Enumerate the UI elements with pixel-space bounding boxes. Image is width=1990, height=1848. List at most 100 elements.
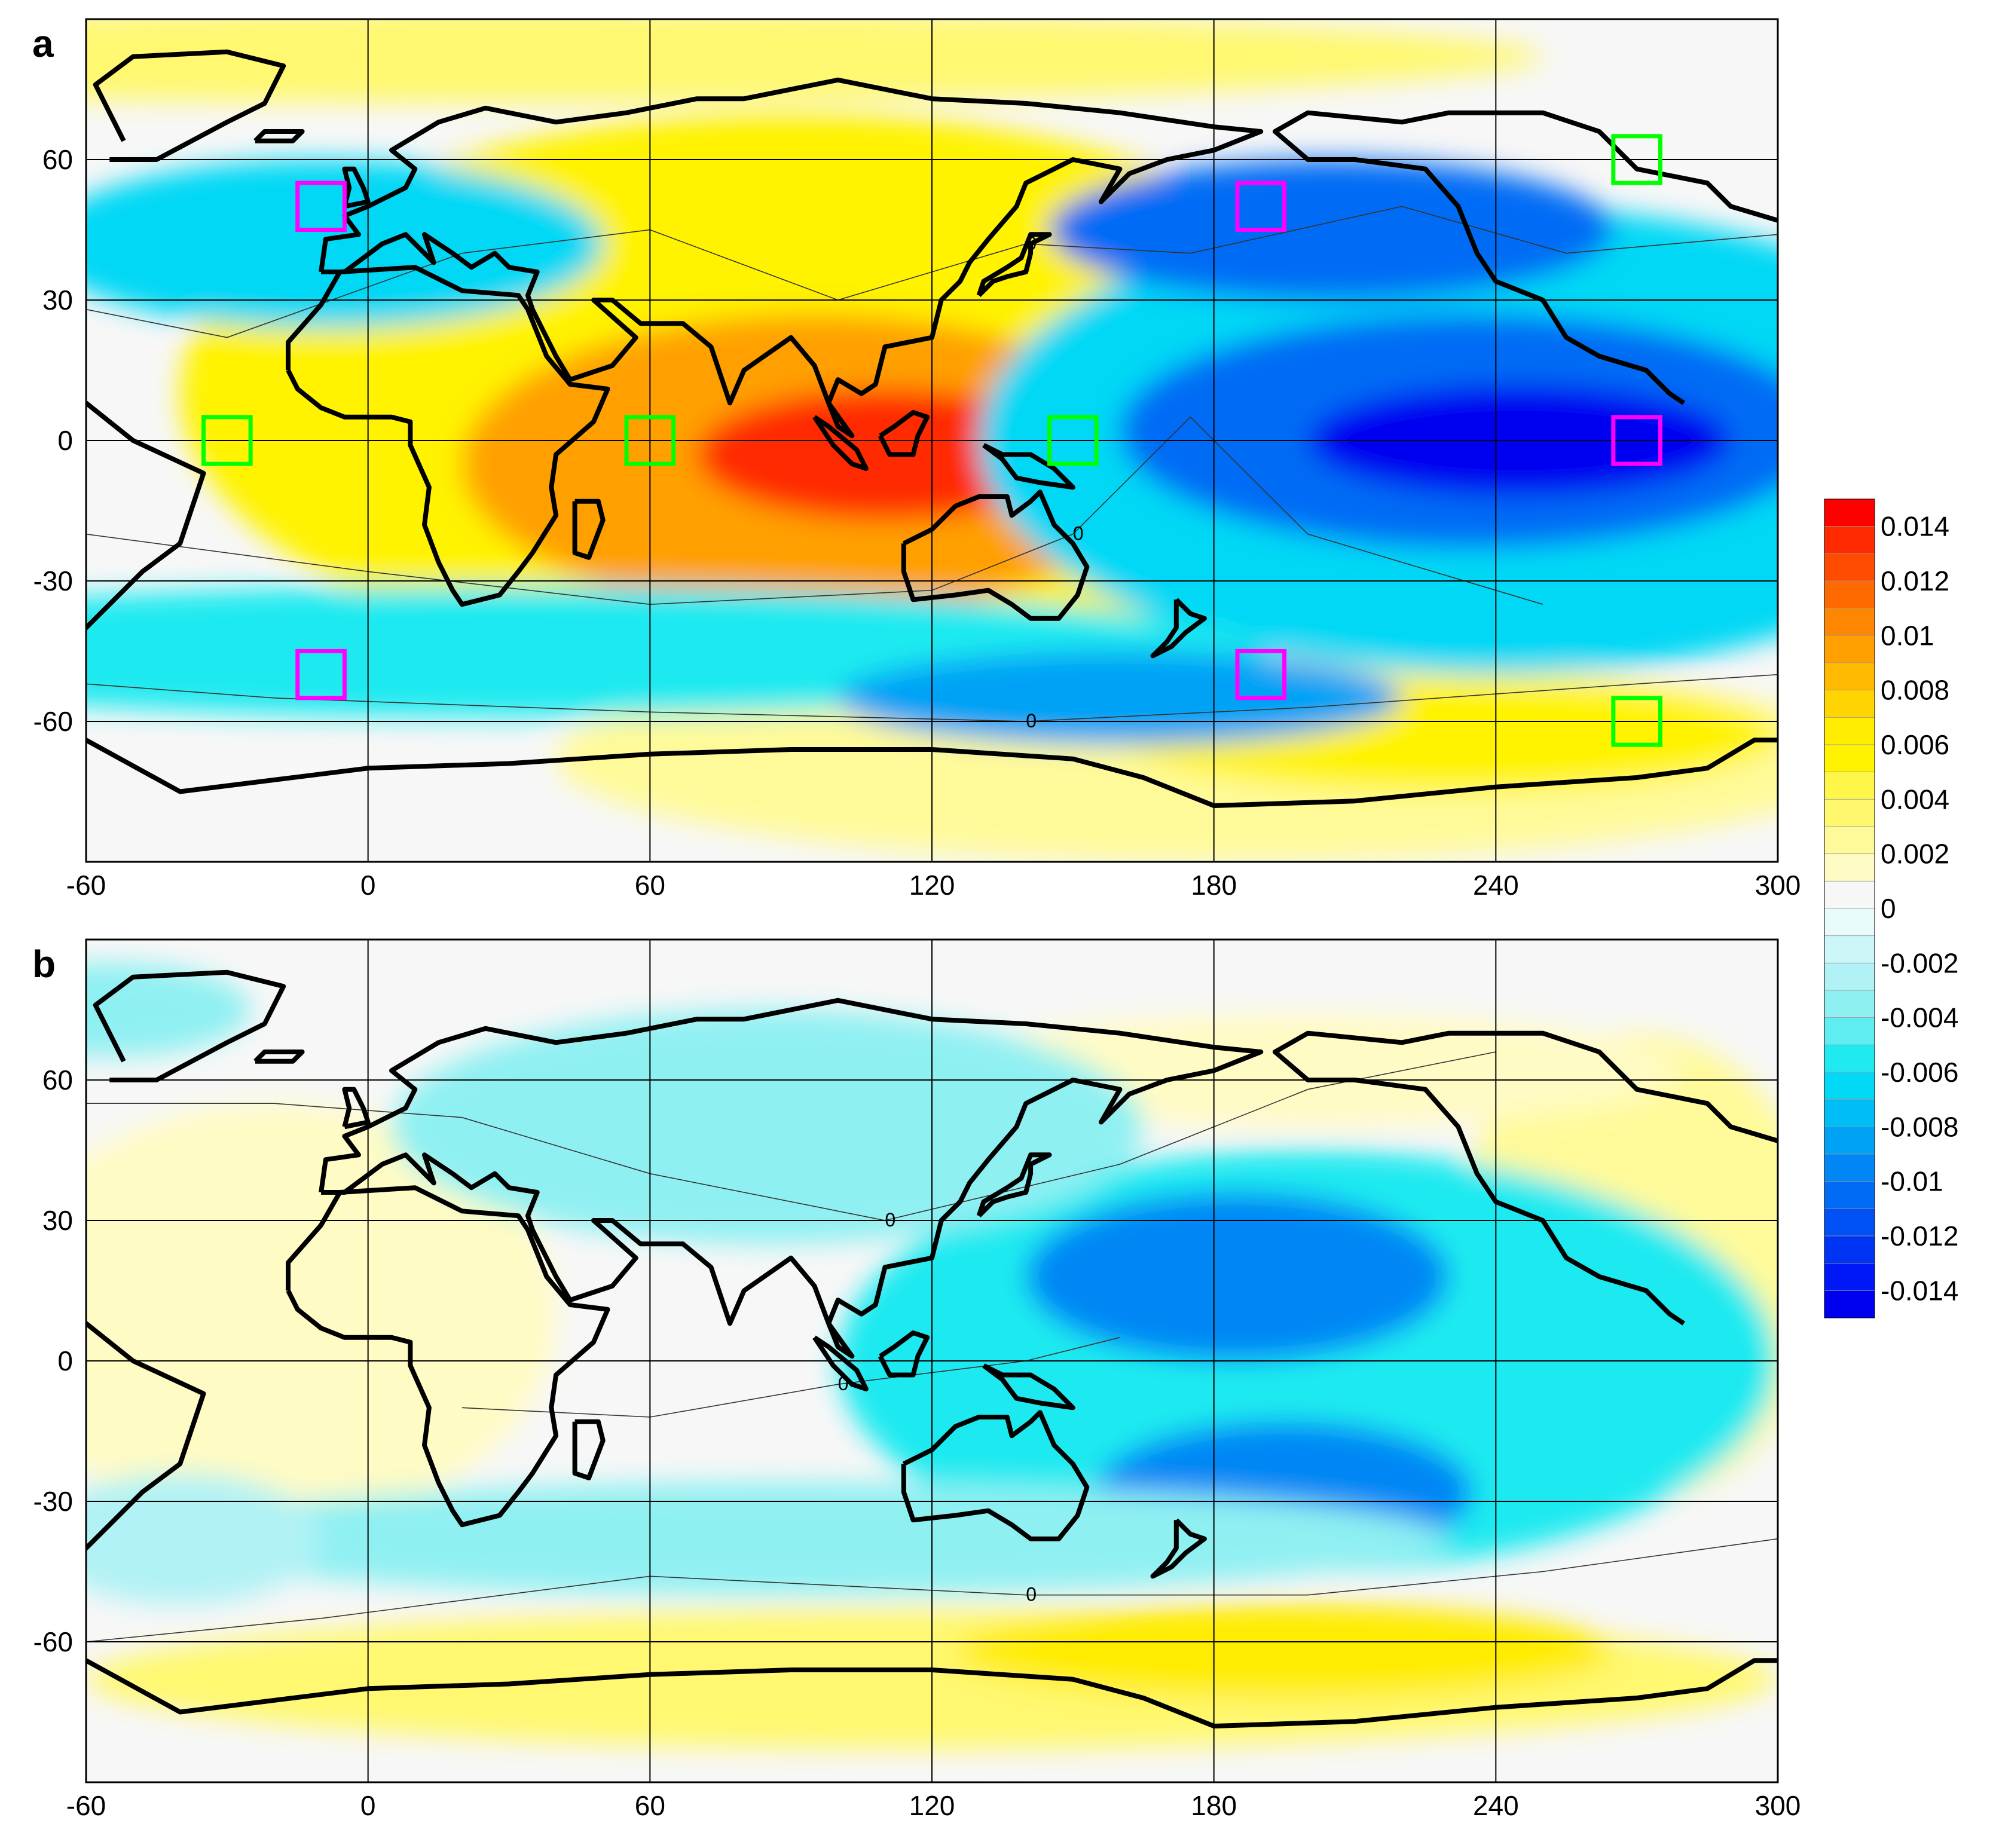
colorbar-label: 0.01 (1881, 620, 1934, 651)
colorbar-swatch-27 (1824, 1235, 1875, 1264)
region-box-3 (295, 649, 347, 700)
panel-a-frame (85, 18, 1779, 863)
colorbar-swatch-19 (1824, 1017, 1875, 1045)
colorbar-swatch-6 (1824, 662, 1875, 691)
colorbar-swatch-5 (1824, 635, 1875, 663)
zero-contour-0 (86, 1051, 1496, 1221)
colorbar-swatch-18 (1824, 990, 1875, 1018)
panel-a-label: a (32, 22, 54, 65)
colorbar-swatch-25 (1824, 1181, 1875, 1209)
y-tick-label: 30 (42, 1205, 73, 1236)
colorbar-swatch-20 (1824, 1044, 1875, 1073)
colorbar-swatch-12 (1824, 826, 1875, 855)
panel-b-x-axis: -60 0 60 120 180 240 300 (66, 1790, 1801, 1821)
panel-a-gridlines (86, 19, 1778, 862)
coastline-sumatra (812, 1335, 869, 1391)
panel-b-zero-contours: 000 (86, 1051, 1778, 1642)
anomaly-patch-6 (1026, 1192, 1449, 1361)
coastline-australia (901, 489, 1090, 621)
colorbar-swatch-4 (1824, 608, 1875, 636)
x-tick-label: -60 (66, 870, 106, 901)
colorbar-label: -0.014 (1881, 1275, 1958, 1306)
region-box-0 (295, 180, 347, 232)
coastline-madagascar (572, 1419, 606, 1480)
coastline-eurasia (319, 998, 1264, 1359)
x-tick-label: 180 (1191, 870, 1237, 901)
colorbar-label: 0.006 (1881, 729, 1949, 760)
y-tick-label: 60 (42, 1064, 73, 1096)
anomaly-patch-8 (391, 1009, 1144, 1244)
region-box-4 (1235, 649, 1287, 700)
zero-contour-2 (86, 1538, 1778, 1642)
colorbar-swatch-23 (1824, 1126, 1875, 1155)
colorbar-swatch-15 (1824, 908, 1875, 937)
y-tick-label: -60 (33, 1626, 73, 1657)
colorbar-swatches (1824, 498, 1875, 1318)
panel-b-gridlines (86, 940, 1778, 1782)
panel-b-label: b (32, 943, 56, 986)
coastline-greenland (93, 49, 286, 162)
anomaly-patch-5 (86, 19, 1543, 103)
x-tick-label: 60 (635, 870, 665, 901)
colorbar-swatch-22 (1824, 1099, 1875, 1127)
colorbar-label: -0.008 (1881, 1111, 1958, 1142)
colorbar-label: 0.002 (1881, 839, 1949, 870)
x-tick-label: 0 (360, 870, 376, 901)
y-tick-label: 0 (57, 425, 73, 456)
coastline-new-zealand (1150, 1518, 1207, 1579)
colorbar-swatch-7 (1824, 690, 1875, 718)
anomaly-patch-10 (86, 1473, 321, 1605)
colorbar-swatch-29 (1824, 1290, 1875, 1318)
zero-contour-1 (86, 416, 1543, 605)
coastline-greenland (93, 969, 286, 1082)
colorbar-label: 0 (1881, 893, 1896, 924)
colorbar-label: -0.002 (1881, 947, 1958, 978)
colorbar-swatch-9 (1824, 744, 1875, 773)
colorbar-label: -0.012 (1881, 1220, 1958, 1252)
region-box-6 (624, 415, 676, 466)
coastline-africa (286, 265, 610, 607)
coastline-antarctica (86, 738, 1778, 808)
coastline-south-america (86, 1320, 206, 1552)
anomaly-patch-9 (1049, 160, 1613, 300)
coastline-australia (901, 1410, 1090, 1541)
coastline-borneo (878, 1330, 930, 1378)
colorbar-label: 0.004 (1881, 784, 1949, 815)
x-tick-label: 240 (1473, 870, 1519, 901)
coastline-south-america (86, 400, 206, 631)
anomaly-patch-2 (696, 388, 1073, 521)
x-tick-label: 240 (1473, 1790, 1519, 1821)
anomaly-patch-11 (86, 963, 251, 1057)
colorbar-swatch-24 (1824, 1154, 1875, 1182)
zero-contour-1 (461, 1337, 1120, 1418)
panel-b-frame (85, 938, 1779, 1783)
colorbar-swatch-11 (1824, 798, 1875, 827)
y-tick-label: 60 (42, 144, 73, 175)
coastline-iceland (253, 129, 305, 143)
colorbar-swatch-17 (1824, 962, 1875, 991)
colorbar-swatch-13 (1824, 853, 1875, 882)
anomaly-patch-12 (837, 651, 1402, 745)
region-box-5 (201, 415, 253, 466)
y-tick-label: 0 (57, 1345, 73, 1376)
coastline-new-guinea (982, 1363, 1075, 1411)
colorbar-label: 0.008 (1881, 675, 1949, 706)
anomaly-patch-9 (133, 1482, 1449, 1595)
colorbar-swatch-26 (1824, 1208, 1875, 1237)
anomaly-patch-0 (86, 1103, 556, 1525)
colorbar-swatch-1 (1824, 526, 1875, 554)
colorbar-label: 0.012 (1881, 565, 1949, 596)
panel-a-region-boxes (201, 134, 1662, 747)
colorbar-swatch-2 (1824, 553, 1875, 582)
y-tick-label: -30 (33, 565, 73, 596)
colorbar-swatch-14 (1824, 880, 1875, 909)
panel-a-y-axis: 60 30 0 -30 -60 (33, 144, 73, 737)
region-box-7 (1047, 415, 1099, 466)
colorbar-swatch-28 (1824, 1263, 1875, 1291)
coastline-sumatra (812, 415, 869, 471)
x-tick-label: 0 (360, 1790, 376, 1821)
colorbar-label: 0.014 (1881, 511, 1949, 542)
